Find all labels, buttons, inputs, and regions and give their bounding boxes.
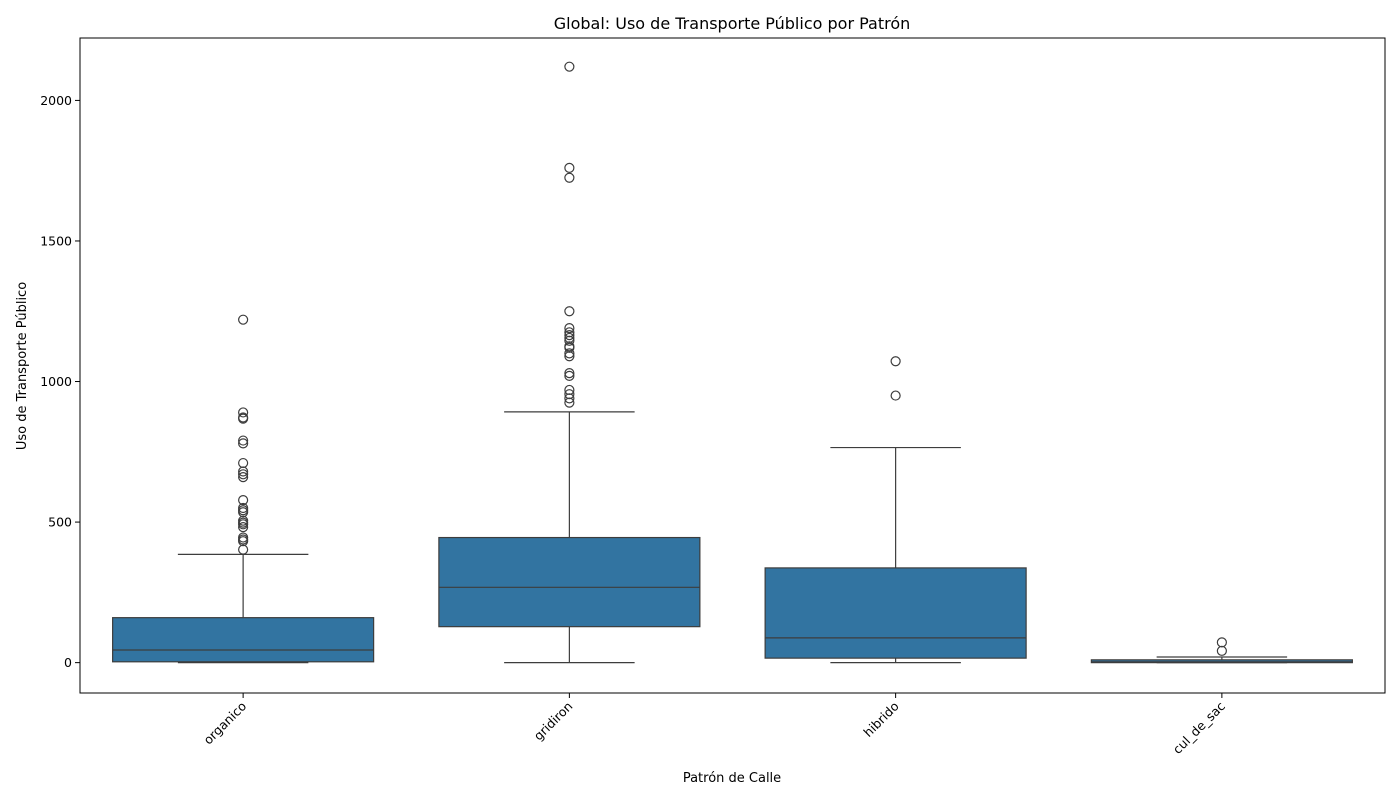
y-tick-label: 2000 — [40, 93, 72, 108]
outlier-point — [564, 61, 575, 72]
outlier-point — [564, 323, 575, 334]
x-axis-label: Patrón de Calle — [683, 771, 781, 786]
outlier-point — [238, 469, 249, 480]
outlier-point — [564, 306, 575, 317]
iqr-box-organico — [112, 617, 375, 663]
outlier-point — [238, 522, 249, 533]
outlier-point — [238, 314, 249, 325]
y-tick-label: 1000 — [40, 374, 72, 389]
outlier-point — [1216, 637, 1227, 648]
outlier-point — [238, 472, 249, 483]
outlier-point — [564, 330, 575, 341]
outlier-point — [238, 495, 249, 506]
outlier-point — [238, 502, 249, 514]
axes-frame — [79, 37, 1386, 694]
outlier-point — [238, 407, 249, 418]
outlier-point — [564, 327, 575, 338]
outlier-point — [564, 162, 575, 173]
outlier-point — [238, 438, 249, 449]
y-axis-label: Uso de Transporte Público — [15, 282, 30, 450]
outlier-point — [238, 412, 249, 423]
outlier-point — [238, 457, 249, 469]
outlier-point — [564, 367, 575, 379]
outlier-point — [564, 348, 575, 359]
y-tick-label: 0 — [64, 655, 72, 670]
iqr-box-hibrido — [764, 567, 1027, 659]
outlier-point — [890, 356, 901, 367]
iqr-box-gridiron — [438, 536, 701, 628]
outlier-point — [238, 532, 249, 543]
outlier-point — [564, 384, 575, 396]
y-tick-label: 1500 — [40, 233, 72, 248]
chart-title: Global: Uso de Transporte Público por Pa… — [554, 14, 911, 33]
outlier-point — [890, 390, 901, 401]
outlier-point — [238, 435, 249, 446]
y-tick-label: 500 — [48, 515, 72, 530]
outlier-point — [564, 172, 575, 183]
outlier-point — [564, 332, 575, 344]
outlier-point — [564, 370, 575, 382]
outlier-point — [564, 389, 575, 400]
